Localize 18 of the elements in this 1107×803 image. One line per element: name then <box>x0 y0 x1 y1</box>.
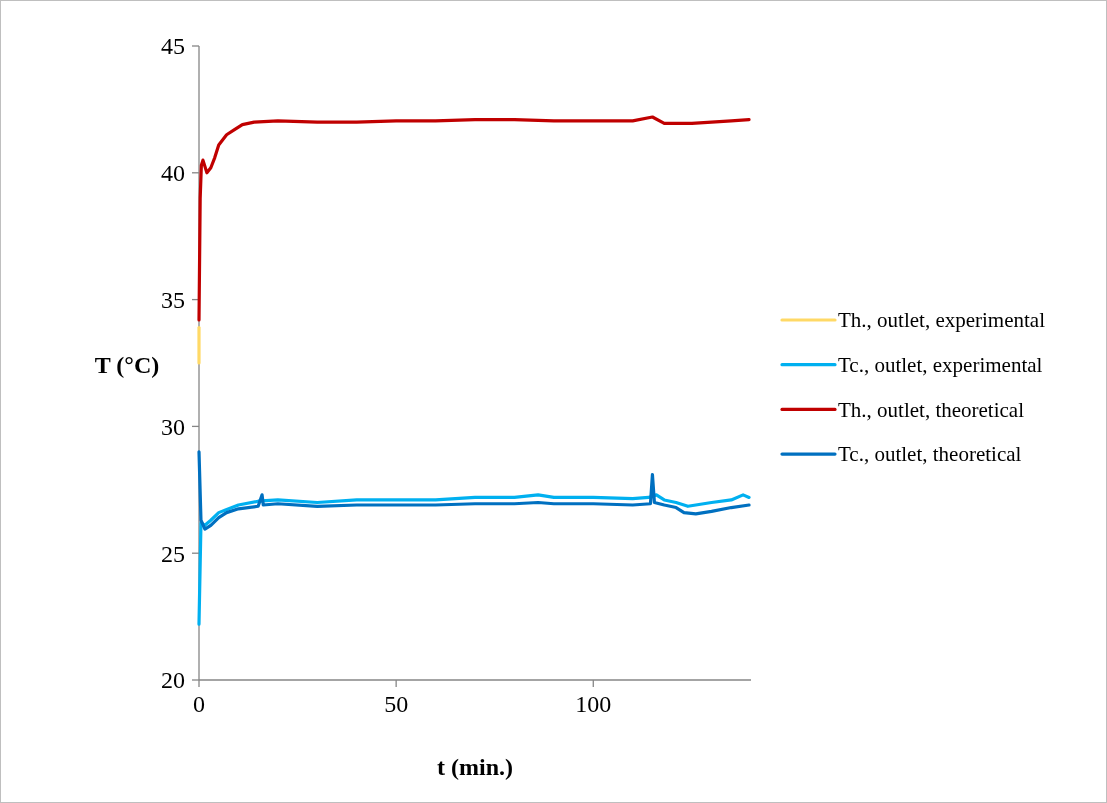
line-series <box>197 493 751 626</box>
y-tick-label: 30 <box>161 413 185 440</box>
y-axis-title: T (°C) <box>94 352 160 378</box>
legend-label: Th., outlet, experimental <box>838 308 1046 333</box>
x-tick-label: 50 <box>384 691 409 717</box>
legend-label: Tc., outlet, theoretical <box>838 442 1022 467</box>
y-tick-label: 45 <box>161 33 185 60</box>
y-tick-label: 25 <box>161 540 185 567</box>
x-tick-label: 100 <box>575 691 612 717</box>
x-axis-title: t (min.) <box>437 754 513 780</box>
y-tick-label: 20 <box>161 667 185 694</box>
legend-label: Th., outlet, theoretical <box>838 397 1025 422</box>
line-series <box>197 450 751 531</box>
legend-label: Tc., outlet, experimental <box>838 353 1043 378</box>
line-series <box>197 115 751 322</box>
y-tick-label: 35 <box>161 287 185 313</box>
x-tick-label: 0 <box>193 691 205 717</box>
y-tick-label: 40 <box>161 160 185 187</box>
